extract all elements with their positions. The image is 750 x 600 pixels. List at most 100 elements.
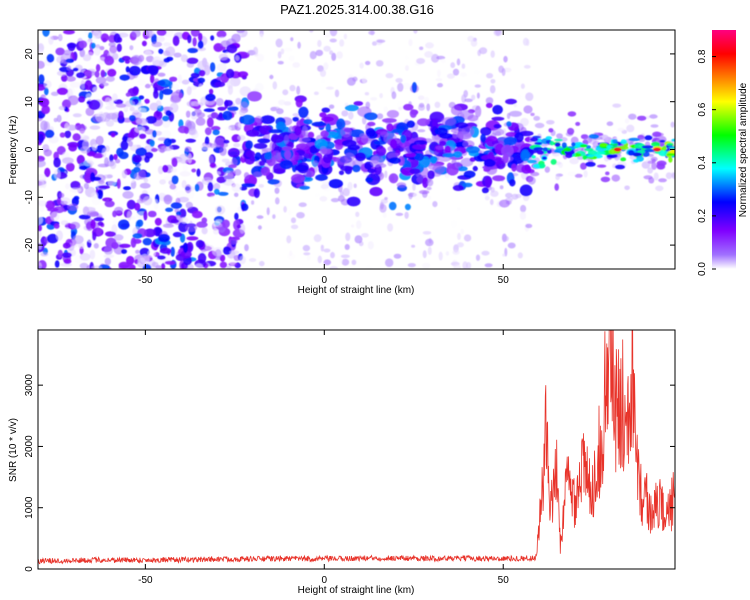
spectrogram-cell (272, 214, 276, 220)
spectrogram-cell (292, 62, 301, 68)
spectrogram-cell (552, 152, 560, 157)
spectrogram-cell (118, 219, 130, 230)
spectrogram-cell (157, 255, 166, 260)
spectrogram-cell (579, 144, 588, 148)
spectrogram-cell (331, 52, 337, 61)
spectrogram-cell (402, 103, 414, 111)
spectrogram-cell (666, 142, 674, 146)
spectrogram-cell (260, 166, 271, 176)
spectrogram-x-axis: -50 0 50 (138, 30, 509, 286)
spectrogram-cell (656, 160, 667, 167)
spectrogram-cell (215, 219, 223, 224)
spectrogram-cell (65, 183, 70, 190)
spectrogram-cell (393, 253, 402, 259)
spectrogram-cell (465, 146, 480, 154)
spectrogram-cell (452, 131, 458, 139)
spectrogram-cell (426, 103, 431, 112)
spectrogram-cell (106, 174, 113, 179)
spectrogram-cell (223, 139, 230, 144)
spectrogram-cell (659, 139, 666, 143)
spectrogram-cell (79, 253, 91, 261)
spectrogram-cell (311, 121, 327, 127)
spectrogram-cell (169, 102, 179, 113)
spectrogram-cell (380, 131, 389, 138)
spectrogram-cell (457, 232, 461, 240)
spectrogram-cell (224, 100, 233, 107)
spectrogram-cell (479, 47, 488, 55)
spectrogram-cell (539, 163, 546, 169)
spectrogram-cell (187, 47, 199, 54)
spectrogram-cell (200, 143, 211, 151)
spectrogram-cell (492, 128, 505, 136)
spectrogram-cell (185, 223, 198, 232)
spectrogram-cell (213, 182, 221, 191)
spectrogram-cell (98, 185, 111, 190)
spectrogram-cell (594, 151, 606, 155)
spectrogram-cell (400, 134, 407, 144)
spectrogram-cell (132, 233, 143, 239)
spectrogram-cell (178, 196, 190, 203)
spectrogram-cell (228, 164, 237, 169)
spectrogram-cell (181, 180, 187, 189)
spectrogram-cell (144, 83, 151, 89)
spectrogram-cell (574, 173, 583, 178)
spectrogram-cell (356, 220, 362, 230)
spectrogram-cell (275, 38, 283, 48)
spectrogram-cell (432, 118, 438, 128)
spectrogram-cell (452, 249, 460, 255)
spectrogram-cell (476, 92, 480, 99)
spectrogram-cell (222, 246, 232, 255)
spectrogram-cell (105, 231, 116, 237)
spectrogram-cell (342, 187, 350, 197)
spectrogram-cell (490, 199, 494, 206)
spectrogram-cell (246, 129, 260, 137)
colorbar: 0.0 0.2 0.4 0.6 0.8 Normalized spectral ampl… (697, 30, 749, 276)
spectrogram-cell (340, 254, 350, 259)
spectrogram-cell (224, 126, 232, 131)
spectrogram-cell (272, 81, 278, 90)
spectrogram-cell (480, 127, 492, 136)
spectrogram-cell (460, 72, 467, 77)
spectrogram-cell (116, 43, 122, 52)
spectrogram-cell (567, 127, 575, 135)
spectrogram-cell (38, 133, 44, 144)
spectrogram-cell (313, 91, 319, 96)
colorbar-tick-label: 0.0 (697, 262, 708, 276)
spectrogram-cell (484, 195, 490, 201)
spectrogram-cell (170, 219, 179, 224)
spectrogram-cell (227, 147, 240, 158)
spectrogram-cell (170, 202, 182, 209)
spectrogram-cell (485, 102, 493, 109)
spectrogram-cell (44, 87, 49, 96)
spectrogram-cell (78, 96, 86, 103)
spectrogram-cell (520, 83, 525, 89)
spectrogram-cell (122, 191, 134, 199)
spectrogram-cell (287, 252, 296, 260)
spectrogram-cell (99, 46, 105, 51)
spectrogram-cell (554, 142, 561, 148)
spectrogram-cell (306, 255, 311, 261)
spectrogram-cell (89, 249, 96, 260)
spectrogram-cell (67, 95, 79, 106)
spectrogram-cell (118, 151, 129, 160)
spectrogram-cell (351, 224, 355, 228)
spectrogram-cell (133, 166, 141, 173)
spectrogram-cell (405, 152, 416, 158)
spectrogram-cell (107, 68, 117, 77)
spectrogram-cell (205, 93, 216, 102)
spectrogram-cell (208, 88, 214, 95)
spectrogram-cell (352, 76, 358, 82)
spectrogram-cell (283, 47, 293, 52)
spectrogram-cell (446, 164, 459, 176)
spectrogram-cell (86, 151, 96, 157)
spectrogram-cell (154, 217, 162, 226)
y-tick-label: -10 (24, 190, 35, 205)
spectrogram-cell (303, 252, 311, 256)
spectrogram-cell (58, 34, 63, 42)
spectrogram-cell (62, 227, 71, 236)
spectrogram-cell (531, 155, 536, 159)
spectrogram-cell (163, 50, 171, 57)
spectrogram-cell (139, 182, 151, 189)
spectrogram-cell (329, 125, 338, 130)
spectrogram-cell (38, 159, 46, 168)
